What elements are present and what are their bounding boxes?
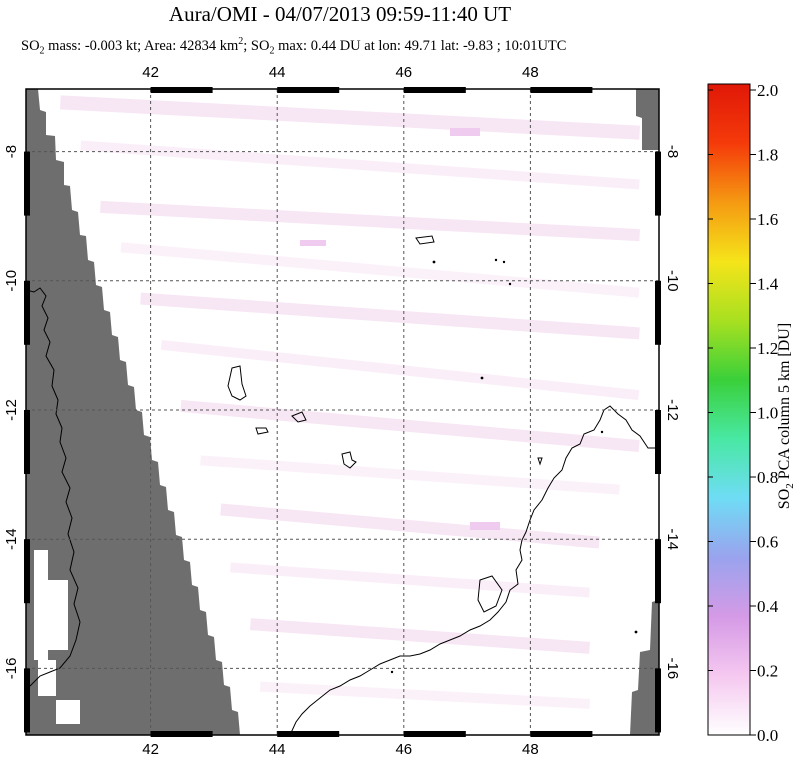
tick-bar-bottom [277,731,340,737]
colorbar-ticks: 2.0 1.8 1.6 1.4 1.2 1.0 0.8 0.6 0.4 0.2 0.0 [708,81,779,745]
colorbar-label: 0.6 [757,533,778,552]
tick-bar-left [24,280,30,345]
lat-label-left: -14 [3,528,20,550]
colorbar-title: SO2 PCA column 5 km [DU] [776,322,797,510]
colorbar-label: 1.2 [757,339,778,358]
colorbar-label: 0.2 [757,662,778,681]
colorbar-label: 0.8 [757,468,778,487]
colorbar-label: 1.4 [757,275,779,294]
no-data-swath-left [26,89,240,735]
tick-bar-right [655,410,661,474]
tick-bar-top [277,87,340,93]
colorbar [707,83,751,736]
lon-label-top: 42 [142,64,159,81]
island-mayotte [341,451,357,469]
island-mayotte-reef [477,575,503,613]
island-aldabra [415,235,435,245]
tick-bar-top [403,87,466,93]
lat-label-left: -10 [3,270,20,292]
tick-bar-bottom [403,731,466,737]
lon-label-top: 46 [395,64,412,81]
tick-bar-right [655,539,661,604]
tick-bar-left [24,539,30,604]
tick-bar-left [24,151,30,216]
lon-label-bottom: 46 [395,741,412,758]
lon-label-top: 48 [522,64,539,81]
colorbar-label: 1.8 [757,146,778,165]
coastlines [26,235,659,735]
tick-bar-top [530,87,593,93]
colorbar-label: 0.4 [757,597,779,616]
island-moheli [255,427,269,435]
longitude-labels: 42 42 44 44 46 46 48 48 [142,64,538,758]
lat-label-right: -16 [664,658,681,680]
lat-label-left: -16 [3,658,20,680]
coastline-africa [26,287,81,691]
lat-label-right: -8 [664,145,681,158]
lon-label-bottom: 42 [142,741,159,758]
tick-bar-left [24,410,30,474]
lon-label-top: 44 [269,64,286,81]
lon-label-bottom: 44 [269,741,286,758]
map-tick-bars [24,87,661,737]
coastline-madagascar [289,405,659,735]
small-islets [390,258,638,674]
island-grande-comore [227,365,247,401]
tick-bar-left [24,668,30,733]
colorbar-label: 1.6 [757,210,778,229]
lon-label-bottom: 48 [522,741,539,758]
colorbar-label: 1.0 [757,404,778,423]
lat-label-right: -12 [664,399,681,421]
colorbar-label: 0.0 [757,726,778,745]
tick-bar-bottom [530,731,593,737]
island-nosy-be [537,457,543,466]
island-anjouan [291,411,307,423]
lat-label-right: -14 [664,528,681,550]
tick-bar-right [655,668,661,733]
no-data-gaps [34,550,80,724]
latitude-labels: -8 -8 -10 -10 -12 -12 -14 -14 -16 -16 [3,145,681,679]
lat-label-left: -12 [3,399,20,421]
lat-label-right: -10 [664,270,681,292]
map-title: Aura/OMI - 04/07/2013 09:59-11:40 UT [168,2,512,26]
tick-bar-right [655,280,661,345]
tick-bar-right [655,151,661,216]
map-subtitle: SO2 mass: -0.003 kt; Area: 42834 km2; SO… [21,36,567,57]
tick-bar-top [150,87,213,93]
colorbar-label: 2.0 [757,81,778,100]
lat-label-left: -8 [3,145,20,158]
tick-bar-bottom [150,731,213,737]
